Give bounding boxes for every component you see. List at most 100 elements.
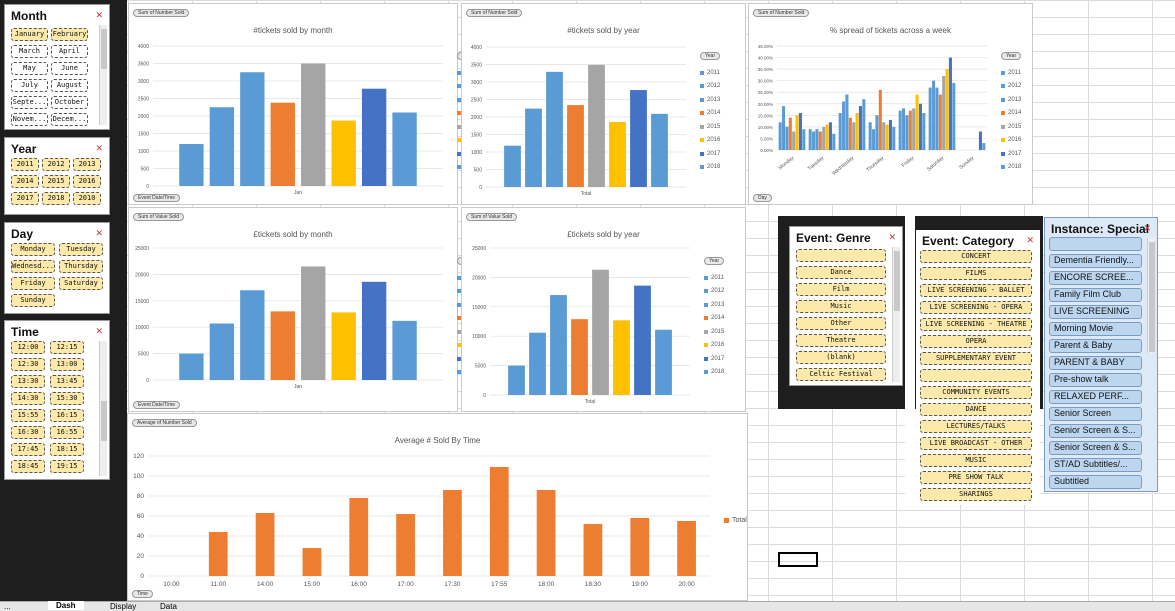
sheet-tab-display[interactable]: Display bbox=[110, 602, 137, 611]
slicer-genre-item[interactable]: Other bbox=[796, 317, 886, 330]
bar-2012-Friday[interactable] bbox=[902, 108, 906, 150]
bar-Total-15:00[interactable] bbox=[302, 548, 322, 576]
slicer-month-item[interactable]: March bbox=[11, 45, 48, 58]
bar-Total-17:30[interactable] bbox=[443, 490, 462, 576]
slicer-special-item[interactable]: Senior Screen & S... bbox=[1049, 441, 1142, 455]
bar-Total-18:30[interactable] bbox=[583, 524, 603, 576]
slicer-year-item[interactable]: 2012 bbox=[42, 158, 70, 171]
bar-2013-Wednesday[interactable] bbox=[845, 94, 849, 150]
pivot-axis-field-button[interactable]: Time bbox=[132, 590, 153, 598]
bar-2013-Thursday[interactable] bbox=[875, 115, 879, 150]
pivot-legend-field-button[interactable]: Year bbox=[704, 257, 725, 265]
bar-2014-Jan[interactable] bbox=[270, 102, 295, 186]
bar-2012-Total[interactable] bbox=[529, 332, 546, 395]
slicer-special-item[interactable]: Pre-show talk bbox=[1049, 373, 1142, 387]
chart-c4[interactable]: Sum of Value Sold £tickets sold by month E… bbox=[128, 207, 477, 412]
bar-2016-Jan[interactable] bbox=[331, 120, 356, 186]
slicer-year-item[interactable]: 2018 bbox=[42, 192, 70, 205]
bar-2018-Jan[interactable] bbox=[392, 112, 417, 187]
slicer-category-item[interactable]: SUPPLEMENTARY EVENT bbox=[920, 352, 1032, 365]
bar-2012-Saturday[interactable] bbox=[932, 80, 936, 150]
slicer-year-item[interactable]: 2016 bbox=[73, 175, 101, 188]
bar-2016-Total[interactable] bbox=[613, 320, 630, 395]
bar-2016-Monday[interactable] bbox=[795, 115, 799, 150]
bar-2014-Total[interactable] bbox=[571, 319, 588, 395]
bar-2017-Total[interactable] bbox=[634, 285, 651, 395]
slicer-year-item[interactable]: 2015 bbox=[42, 175, 70, 188]
slicer-genre-item[interactable]: Celtic Festival bbox=[796, 368, 886, 381]
bar-2018-Friday[interactable] bbox=[922, 113, 926, 150]
bar-2016-Jan[interactable] bbox=[331, 312, 356, 380]
bar-2018-Saturday[interactable] bbox=[952, 82, 956, 150]
bar-2018-Tuesday[interactable] bbox=[832, 133, 836, 150]
clear-filter-icon[interactable]: ✕ bbox=[888, 232, 896, 242]
bar-2013-Jan[interactable] bbox=[240, 72, 265, 186]
slicer-day-item[interactable]: Monday bbox=[11, 243, 55, 256]
clear-filter-icon[interactable]: ✕ bbox=[1143, 223, 1151, 233]
bar-2015-Monday[interactable] bbox=[792, 131, 796, 150]
bar-2016-Tuesday[interactable] bbox=[825, 124, 829, 150]
clear-filter-icon[interactable]: ✕ bbox=[95, 326, 103, 336]
bar-2014-Total[interactable] bbox=[567, 105, 584, 187]
bar-2014-Monday[interactable] bbox=[788, 117, 792, 150]
bar-2017-Sunday[interactable] bbox=[978, 131, 982, 150]
slicer-time-item[interactable]: 15:55 bbox=[11, 409, 45, 422]
bar-2011-Wednesday[interactable] bbox=[838, 113, 842, 150]
bar-Total-14:00[interactable] bbox=[255, 513, 275, 576]
bar-2017-Tuesday[interactable] bbox=[828, 122, 832, 150]
slicer-month-item[interactable]: February bbox=[51, 28, 88, 41]
slicer-category-item[interactable] bbox=[920, 369, 1032, 382]
slicer-special-item[interactable]: PARENT & BABY bbox=[1049, 356, 1142, 370]
scroll-thumb[interactable] bbox=[101, 29, 107, 69]
pivot-axis-field-button[interactable]: Event Date/Time bbox=[133, 194, 181, 202]
bar-2018-Monday[interactable] bbox=[802, 129, 806, 150]
slicer-category-item[interactable]: LECTURES/TALKS bbox=[920, 420, 1032, 433]
slicer-year-item[interactable]: 2011 bbox=[11, 158, 39, 171]
bar-2018-Thursday[interactable] bbox=[892, 126, 896, 150]
bar-2018-Total[interactable] bbox=[655, 329, 672, 395]
chart-c2[interactable]: Sum of Number Sold #tickets sold by year Y… bbox=[461, 3, 746, 205]
bar-2013-Friday[interactable] bbox=[905, 115, 909, 150]
sheet-tab-dash[interactable]: Dash bbox=[48, 601, 84, 610]
chart-c1[interactable]: Sum of Number Sold #tickets sold by month… bbox=[128, 3, 477, 205]
bar-2017-Thursday[interactable] bbox=[888, 119, 892, 150]
bar-2016-Thursday[interactable] bbox=[885, 124, 889, 150]
slicer-category-item[interactable]: COMMUNITY EVENTS bbox=[920, 386, 1032, 399]
slicer-special-item[interactable]: Morning Movie bbox=[1049, 322, 1142, 336]
bar-2015-Tuesday[interactable] bbox=[822, 126, 826, 150]
pivot-axis-field-button[interactable]: Event Date/Time bbox=[133, 401, 181, 409]
slicer-genre-item[interactable] bbox=[796, 249, 886, 262]
slicer-category-item[interactable]: LIVE SCREENING - THEATRE bbox=[920, 318, 1032, 331]
bar-2017-Jan[interactable] bbox=[361, 281, 387, 380]
slicer-special-item[interactable]: Dementia Friendly... bbox=[1049, 254, 1142, 268]
bar-2012-Total[interactable] bbox=[525, 108, 542, 187]
bar-2013-Total[interactable] bbox=[550, 295, 567, 395]
chart-c5[interactable]: Sum of Value Sold £tickets sold by year Ye… bbox=[461, 207, 746, 412]
slicer-time-item[interactable]: 12:30 bbox=[11, 358, 45, 371]
bar-Total-17:00[interactable] bbox=[396, 514, 415, 576]
clear-filter-icon[interactable]: ✕ bbox=[95, 10, 103, 20]
bar-2014-Saturday[interactable] bbox=[938, 94, 942, 150]
slicer-category-item[interactable]: SHARINGS bbox=[920, 488, 1032, 501]
bar-2013-Total[interactable] bbox=[546, 71, 563, 187]
slicer-genre-item[interactable]: Theatre bbox=[796, 334, 886, 347]
bar-2013-Saturday[interactable] bbox=[935, 87, 939, 150]
bar-2014-Thursday[interactable] bbox=[878, 89, 882, 150]
bar-2017-Monday[interactable] bbox=[798, 113, 802, 150]
slicer-special-item[interactable]: Parent & Baby bbox=[1049, 339, 1142, 353]
bar-2018-Sunday[interactable] bbox=[982, 143, 986, 150]
slicer-category-item[interactable]: LIVE BROADCAST - OTHER bbox=[920, 437, 1032, 450]
slicer-month-scrollbar[interactable] bbox=[99, 25, 107, 125]
slicer-year-item[interactable]: 2013 bbox=[73, 158, 101, 171]
slicer-category-item[interactable]: LIVE SCREENING - BALLET bbox=[920, 284, 1032, 297]
chart-c6[interactable]: Average of Number Sold Average # Sold By … bbox=[127, 413, 748, 601]
bar-2014-Wednesday[interactable] bbox=[848, 117, 852, 150]
sheet-tab-data[interactable]: Data bbox=[160, 602, 177, 611]
bar-2011-Tuesday[interactable] bbox=[808, 129, 812, 150]
bar-2011-Jan[interactable] bbox=[179, 353, 204, 380]
bar-2012-Tuesday[interactable] bbox=[812, 131, 816, 150]
slicer-month-item[interactable]: June bbox=[51, 62, 88, 75]
pivot-value-field-button[interactable]: Sum of Value Sold bbox=[133, 213, 185, 221]
bar-2018-Wednesday[interactable] bbox=[862, 99, 866, 150]
bar-2015-Thursday[interactable] bbox=[882, 122, 886, 150]
